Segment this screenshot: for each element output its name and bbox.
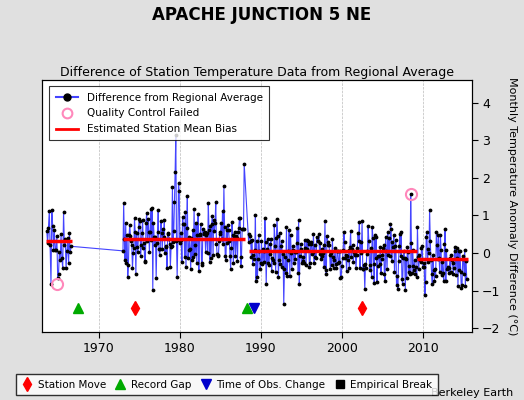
Y-axis label: Monthly Temperature Anomaly Difference (°C): Monthly Temperature Anomaly Difference (… xyxy=(507,77,517,335)
Title: Difference of Station Temperature Data from Regional Average: Difference of Station Temperature Data f… xyxy=(60,66,454,79)
Legend: Difference from Regional Average, Quality Control Failed, Estimated Station Mean: Difference from Regional Average, Qualit… xyxy=(49,86,269,140)
Legend: Station Move, Record Gap, Time of Obs. Change, Empirical Break: Station Move, Record Gap, Time of Obs. C… xyxy=(16,374,438,395)
Text: APACHE JUNCTION 5 NE: APACHE JUNCTION 5 NE xyxy=(152,6,372,24)
Text: Berkeley Earth: Berkeley Earth xyxy=(431,388,514,398)
